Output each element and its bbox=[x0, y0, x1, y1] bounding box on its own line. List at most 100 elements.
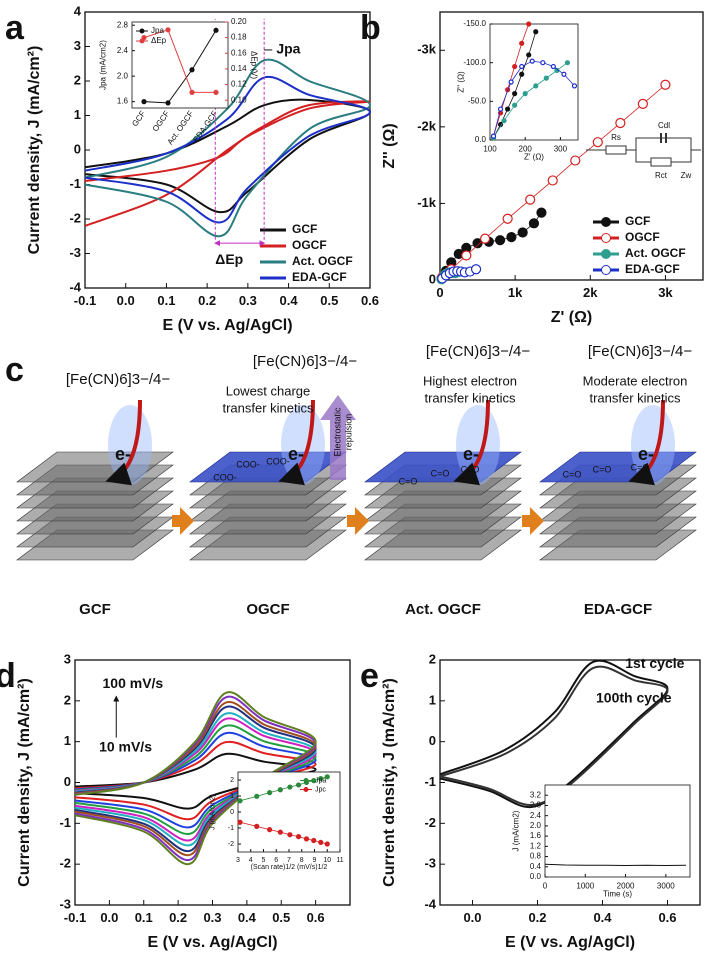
y-tick-label: -1 bbox=[424, 774, 436, 789]
y-tick-label: -2 bbox=[424, 815, 436, 830]
kinetics-note: Moderate electron bbox=[583, 373, 688, 388]
legend-label: GCF bbox=[625, 214, 650, 228]
annotation: Jpa bbox=[276, 41, 300, 57]
y-tick-label: 1 bbox=[230, 793, 234, 800]
data-point bbox=[660, 79, 671, 90]
y-tick-label: -4 bbox=[424, 896, 436, 911]
annotation: 100 mV/s bbox=[103, 675, 164, 691]
series-line bbox=[74, 724, 317, 835]
x-tick-label: 0.4 bbox=[280, 293, 299, 308]
y-tick-label: 2 bbox=[230, 777, 234, 784]
panel-letter: c bbox=[5, 351, 24, 389]
data-point bbox=[267, 826, 273, 833]
data-point bbox=[470, 264, 482, 275]
x-axis-label: E (V vs. Ag/AgCl) bbox=[162, 317, 292, 334]
series-line bbox=[74, 691, 317, 866]
data-point bbox=[502, 213, 513, 224]
y-tick-label: 2.0 bbox=[117, 71, 129, 80]
group-label: COO- bbox=[236, 459, 260, 469]
series-line bbox=[74, 740, 317, 821]
x-tick-label: 0.0 bbox=[117, 293, 135, 308]
x-tick-label: 0.6 bbox=[658, 910, 676, 925]
data-point bbox=[519, 71, 525, 77]
x-tick-label: 0.2 bbox=[169, 910, 187, 925]
circuit-wire bbox=[586, 137, 701, 163]
series-line bbox=[84, 58, 372, 238]
stage-label: GCF bbox=[79, 601, 111, 618]
x-tick-label: 4 bbox=[249, 857, 253, 864]
electron-label: e- bbox=[115, 444, 131, 464]
y-tick-label: -3 bbox=[59, 896, 71, 911]
series-line bbox=[239, 776, 328, 802]
x-tick-label: 200 bbox=[519, 144, 533, 153]
data-point bbox=[311, 837, 317, 844]
data-point bbox=[615, 117, 626, 129]
x-tick-label: 3000 bbox=[657, 881, 675, 890]
schematic: c GCF e- OGCF e- Act. OGCF e- EDA-GCF e- [Fe(CN)6… bbox=[5, 343, 697, 618]
y-tick-label: 4 bbox=[74, 3, 82, 18]
y2-tick-label: 0.12 bbox=[231, 80, 247, 89]
y-tick-label: -1k bbox=[417, 195, 437, 210]
data-point bbox=[497, 106, 504, 112]
electron-label: e- bbox=[463, 444, 479, 464]
x-tick-label: 9 bbox=[313, 857, 317, 864]
data-point bbox=[295, 834, 302, 840]
y2-tick-label: 0.20 bbox=[231, 17, 247, 26]
x-tick-label: 7 bbox=[287, 857, 291, 864]
group-label: C=O bbox=[563, 469, 582, 479]
redox-label: [Fe(CN)6]3−/4− bbox=[588, 343, 692, 360]
data-point bbox=[508, 79, 514, 85]
x-tick-label: 1k bbox=[508, 285, 523, 300]
x-tick-label: 0.3 bbox=[203, 910, 221, 925]
circuit-label: Rs bbox=[611, 133, 621, 142]
group-label: C=O bbox=[431, 468, 450, 478]
data-point bbox=[512, 63, 518, 70]
data-point bbox=[570, 155, 581, 166]
series-line bbox=[493, 23, 530, 137]
x-tick-label: 0.6 bbox=[361, 293, 379, 308]
y-tick-label: 2 bbox=[429, 651, 436, 666]
circuit-resistor bbox=[605, 145, 627, 155]
legend-marker bbox=[139, 28, 145, 34]
electron-path bbox=[453, 399, 490, 486]
kinetics-note: transfer kinetics bbox=[424, 390, 516, 405]
y-tick-label: 2.0 bbox=[530, 821, 542, 830]
process-arrow bbox=[172, 507, 194, 535]
y-tick-label: -3k bbox=[417, 42, 437, 57]
data-point bbox=[540, 60, 546, 66]
series-line bbox=[143, 29, 216, 93]
redox-label: [Fe(CN)6]3−/4− bbox=[426, 343, 530, 360]
y-tick-label: 1 bbox=[74, 107, 81, 122]
legend-marker bbox=[601, 217, 611, 227]
legend-label: EDA-GCF bbox=[292, 270, 347, 284]
inset-chart: 100 200 300 0.0 -50.0 -100.0 -150.0 Z' (Ω) Z'' (… bbox=[456, 19, 701, 180]
legend-label: EDA-GCF bbox=[625, 262, 680, 276]
data-point bbox=[495, 235, 506, 246]
y-tick-label: 1.6 bbox=[117, 97, 129, 106]
series-line bbox=[84, 100, 372, 227]
x-tick-label: 0.6 bbox=[307, 910, 325, 925]
x-axis-label: E (V vs. Ag/AgCl) bbox=[505, 934, 635, 951]
circuit-resistor bbox=[650, 157, 672, 167]
y-tick-label: 3.2 bbox=[530, 790, 542, 799]
graphene-sheet bbox=[364, 451, 522, 483]
y-axis-label: Current density, J (mA/cm²) bbox=[16, 678, 33, 887]
x-tick-label: 0.5 bbox=[272, 910, 290, 925]
y-axis-label: Jpa (mA/cm2) bbox=[98, 40, 107, 90]
kinetics-note: repulsion bbox=[343, 414, 353, 451]
y-tick-label: 1.6 bbox=[530, 831, 542, 840]
kinetics-note: transfer kinetics bbox=[589, 390, 681, 405]
y-axis-label: Z'' (Ω) bbox=[456, 71, 465, 93]
data-point bbox=[287, 784, 293, 790]
data-point bbox=[165, 100, 171, 106]
inset-chart: 3 4 5 6 7 8 9 10 11 -2 -1 0 1 2 (Scan rate)1/2 (mV/s)1… bbox=[210, 771, 344, 871]
y-axis-label: Current density, J (mA/cm²) bbox=[381, 678, 398, 887]
data-point bbox=[318, 839, 324, 846]
plot-frame bbox=[544, 784, 691, 878]
x-tick-label: -0.1 bbox=[64, 910, 86, 925]
data-point bbox=[525, 194, 536, 205]
x-tick-label: -0.1 bbox=[74, 293, 96, 308]
x-tick-label: 3 bbox=[236, 857, 240, 864]
legend-marker bbox=[601, 249, 611, 259]
data-point bbox=[189, 67, 195, 73]
